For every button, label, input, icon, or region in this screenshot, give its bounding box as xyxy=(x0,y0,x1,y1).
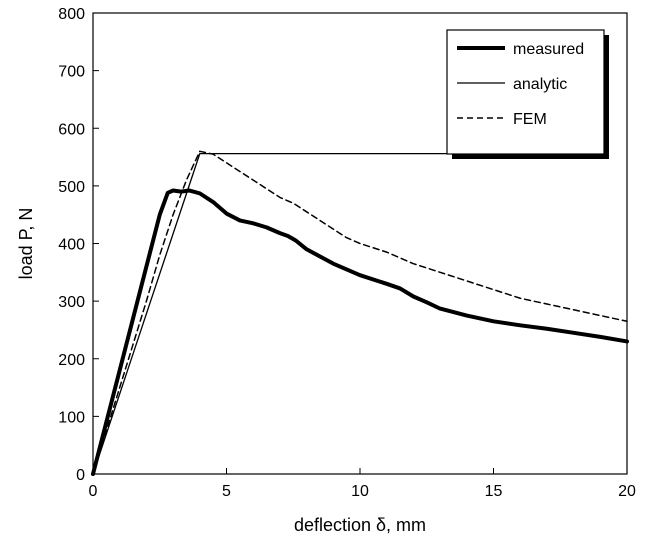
y-tick-label: 800 xyxy=(58,6,85,23)
y-tick-label: 600 xyxy=(58,121,85,138)
y-tick-label: 100 xyxy=(58,409,85,426)
legend-label-measured: measured xyxy=(513,41,584,58)
y-tick-label: 500 xyxy=(58,179,85,196)
x-axis-title: deflection δ, mm xyxy=(294,515,426,535)
x-tick-label: 20 xyxy=(618,483,636,500)
y-tick-label: 300 xyxy=(58,294,85,311)
x-tick-label: 0 xyxy=(89,483,98,500)
legend-label-fem: FEM xyxy=(513,111,547,128)
y-tick-label: 0 xyxy=(76,467,85,484)
legend: measured analytic FEM xyxy=(447,30,609,159)
y-tick-label: 400 xyxy=(58,237,85,254)
x-tick-label: 5 xyxy=(222,483,231,500)
x-tick-label: 15 xyxy=(485,483,503,500)
y-axis-title: load P, N xyxy=(16,208,36,280)
y-tick-label: 700 xyxy=(58,64,85,81)
y-tick-label: 200 xyxy=(58,352,85,369)
legend-label-analytic: analytic xyxy=(513,76,567,93)
x-tick-label: 10 xyxy=(351,483,369,500)
